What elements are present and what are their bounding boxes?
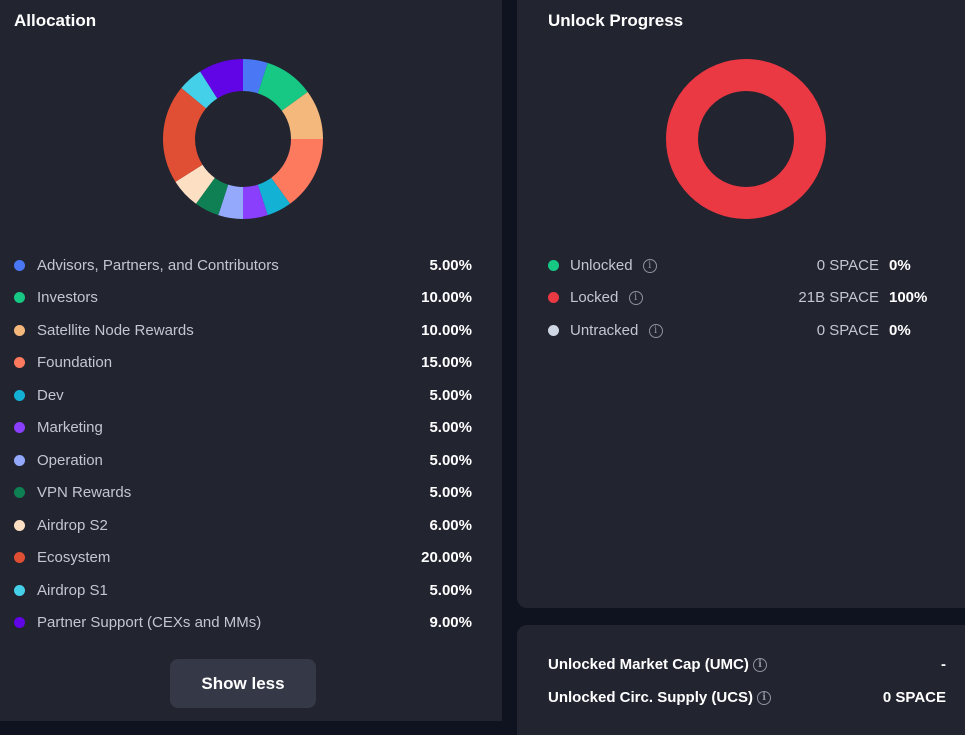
unlock-progress-panel: Unlock Progress Unlocked i 0 SPACE 0% Lo… (517, 0, 965, 608)
unlock-donut-chart (666, 59, 826, 219)
allocation-segment[interactable] (257, 62, 308, 111)
legend-value: 100% (889, 289, 928, 306)
legend-value: 6.00% (429, 516, 472, 534)
legend-label: Untracked (570, 321, 639, 339)
legend-label: Advisors, Partners, and Contributors (37, 256, 279, 274)
legend-item[interactable]: Satellite Node Rewards 10.00% (0, 320, 502, 340)
allocation-segment[interactable] (181, 71, 218, 109)
allocation-donut-chart (163, 59, 323, 219)
umc-value: - (941, 656, 946, 673)
legend-item[interactable]: Investors 10.00% (0, 288, 502, 308)
unlock-segment[interactable] (666, 59, 826, 219)
show-less-button[interactable]: Show less (170, 659, 316, 708)
legend-value: 0% (889, 256, 911, 274)
legend-item[interactable]: Ecosystem 20.00% (0, 548, 502, 568)
legend-value: 5.00% (429, 256, 472, 274)
allocation-segment[interactable] (243, 184, 268, 219)
legend-value: 5.00% (429, 386, 472, 404)
legend-value: 5.00% (429, 484, 472, 501)
unlock-legend-item[interactable]: Untracked i 0 SPACE 0% (517, 320, 965, 340)
legend-label: Dev (37, 386, 64, 404)
allocation-title: Allocation (14, 11, 97, 30)
legend-label: Partner Support (CEXs and MMs) (37, 614, 262, 631)
allocation-segment[interactable] (175, 164, 215, 204)
legend-label: Foundation (37, 354, 113, 371)
unlock-progress-title: Unlock Progress (548, 11, 684, 30)
legend-item[interactable]: Partner Support (CEXs and MMs) 9.00% (0, 613, 502, 633)
legend-item[interactable]: Operation 5.00% (0, 450, 502, 470)
legend-item[interactable]: Dev 5.00% (0, 385, 502, 405)
legend-label: Unlocked (570, 256, 633, 274)
legend-dot-icon (14, 552, 25, 563)
allocation-panel: Allocation Advisors, Partners, and Contr… (0, 0, 502, 721)
legend-dot-icon (14, 422, 25, 433)
legend-value: 5.00% (429, 581, 472, 599)
legend-dot-icon (14, 389, 25, 401)
ucs-value: 0 SPACE (882, 689, 946, 706)
allocation-segment[interactable] (218, 184, 243, 219)
allocation-segment[interactable] (257, 177, 291, 216)
info-icon[interactable]: i (757, 691, 772, 706)
legend-dot-icon (14, 454, 25, 466)
allocation-segment[interactable] (281, 91, 323, 139)
legend-dot-icon (548, 259, 559, 271)
legend-value: 15.00% (421, 354, 472, 371)
allocation-segment[interactable] (163, 88, 207, 182)
legend-value: 5.00% (429, 419, 472, 436)
unlock-legend-item[interactable]: Unlocked i 0 SPACE 0% (517, 255, 965, 275)
unlock-legend-item[interactable]: Locked i 21B SPACE 100% (517, 288, 965, 308)
legend-dot-icon (14, 487, 25, 498)
legend-item[interactable]: Airdrop S2 6.00% (0, 515, 502, 535)
allocation-segment[interactable] (243, 59, 268, 94)
legend-amount: 0 SPACE (816, 321, 879, 339)
allocation-segment[interactable] (271, 139, 323, 204)
legend-label: Airdrop S2 (37, 516, 108, 534)
legend-dot-icon (14, 324, 25, 336)
legend-label: Operation (37, 451, 103, 469)
legend-item[interactable]: Advisors, Partners, and Contributors 5.0… (0, 255, 502, 275)
legend-dot-icon (14, 584, 25, 596)
legend-value: 10.00% (421, 289, 472, 306)
allocation-segment[interactable] (195, 177, 229, 216)
legend-value: 9.00% (429, 614, 472, 631)
legend-value: 0% (889, 321, 911, 339)
legend-label: Ecosystem (37, 549, 111, 566)
legend-value: 20.00% (421, 549, 472, 566)
allocation-segment[interactable] (200, 59, 243, 99)
legend-dot-icon (14, 292, 25, 303)
legend-value: 5.00% (429, 451, 472, 469)
legend-dot-icon (14, 617, 25, 628)
umc-label: Unlocked Market Cap (UMC) i (548, 656, 768, 673)
legend-value: 10.00% (421, 321, 472, 339)
legend-dot-icon (14, 519, 25, 531)
legend-amount: 0 SPACE (816, 256, 879, 274)
legend-item[interactable]: Foundation 15.00% (0, 353, 502, 373)
legend-item[interactable]: VPN Rewards 5.00% (0, 483, 502, 503)
info-icon[interactable]: i (628, 291, 643, 306)
legend-label: Marketing (37, 419, 103, 436)
legend-item[interactable]: Airdrop S1 5.00% (0, 580, 502, 600)
legend-dot-icon (14, 357, 25, 368)
legend-dot-icon (14, 259, 25, 271)
info-icon[interactable]: i (642, 258, 657, 273)
info-icon[interactable]: i (753, 658, 768, 673)
legend-label: Airdrop S1 (37, 581, 108, 599)
legend-dot-icon (548, 292, 559, 303)
legend-label: Locked (570, 289, 619, 306)
unlock-stats-panel: Unlocked Market Cap (UMC) i - Unlocked C… (517, 625, 965, 735)
ucs-label: Unlocked Circ. Supply (UCS) i (548, 689, 772, 706)
legend-dot-icon (548, 324, 559, 336)
legend-label: VPN Rewards (37, 484, 132, 501)
legend-label: Satellite Node Rewards (37, 321, 194, 339)
legend-label: Investors (37, 289, 98, 306)
legend-amount: 21B SPACE (798, 289, 879, 306)
info-icon[interactable]: i (648, 323, 663, 338)
legend-item[interactable]: Marketing 5.00% (0, 418, 502, 438)
